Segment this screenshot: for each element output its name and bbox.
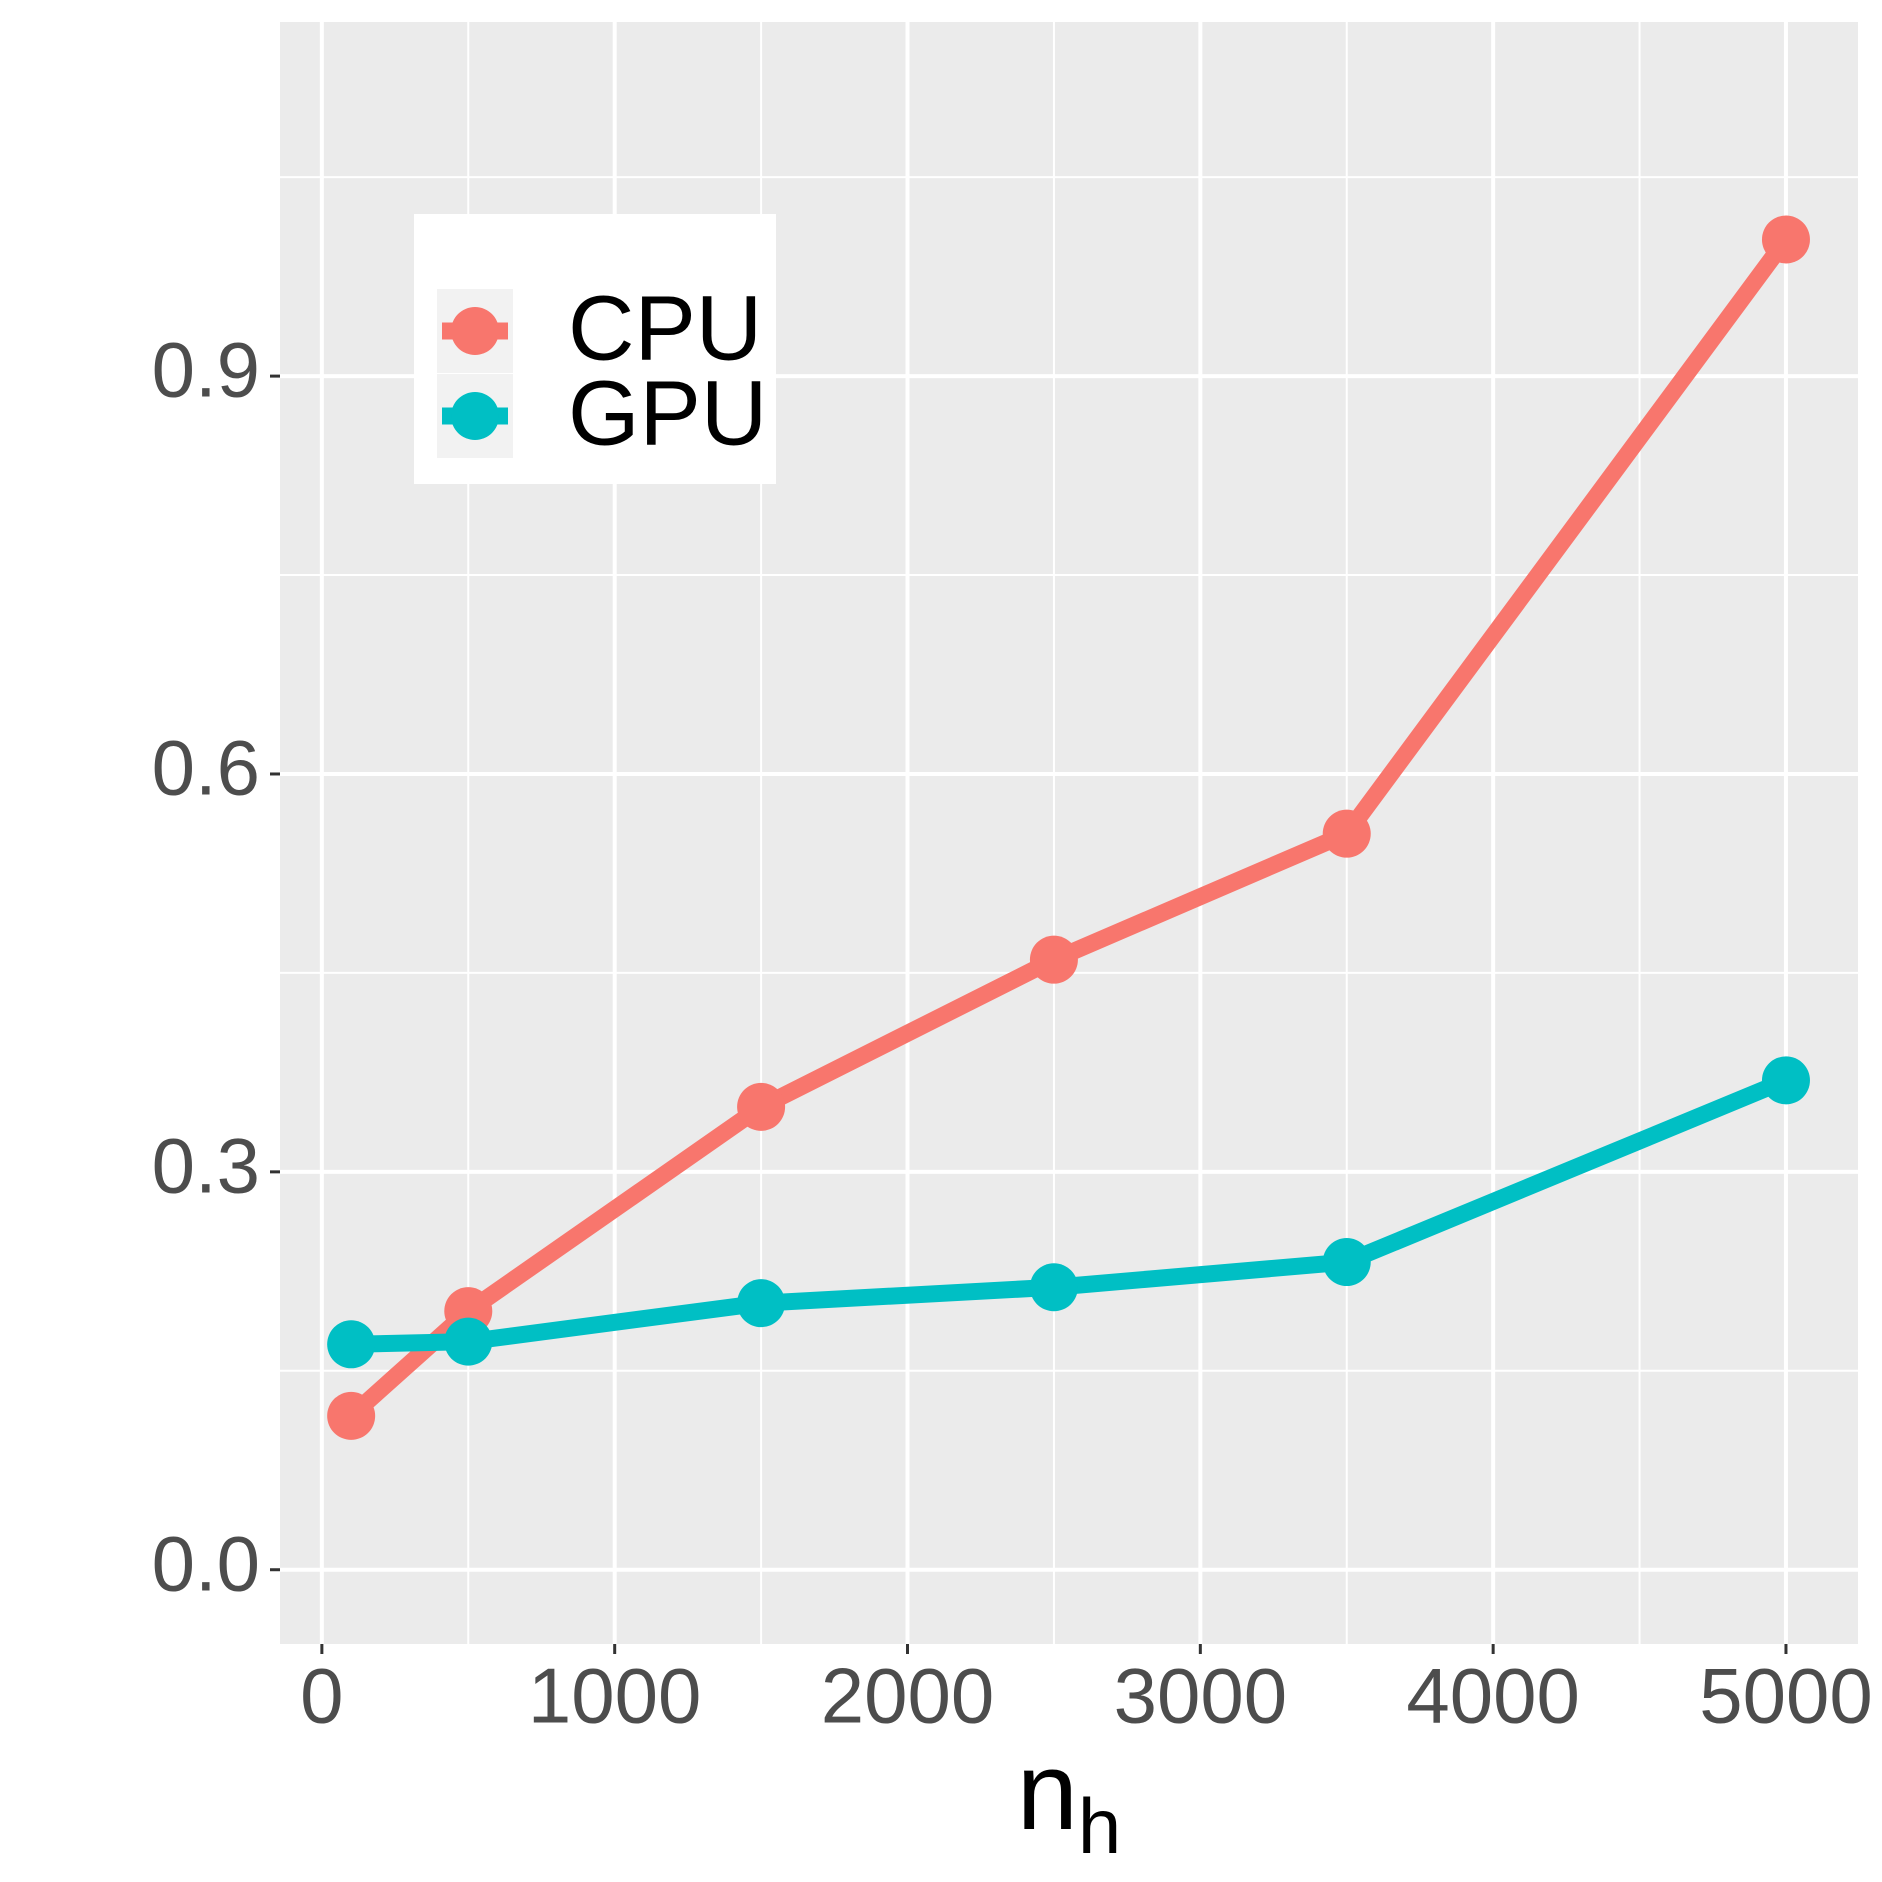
x-tick-label: 4000 <box>1406 1652 1580 1740</box>
data-point <box>1761 215 1810 264</box>
legend-key-point <box>451 307 499 355</box>
x-label-main: n <box>1017 1730 1078 1853</box>
y-tick-label: 0.3 <box>152 1121 260 1209</box>
legend-label: GPU <box>568 362 767 464</box>
x-tick-label: 3000 <box>1114 1652 1288 1740</box>
y-tick-label: 0.9 <box>152 326 260 414</box>
x-label-sub: h <box>1078 1782 1121 1870</box>
x-axis-label: nh <box>1017 1730 1122 1870</box>
x-tick-label: 5000 <box>1699 1652 1873 1740</box>
data-point <box>327 1320 376 1369</box>
legend-label: CPU <box>568 277 762 379</box>
data-point <box>1761 1056 1810 1105</box>
y-tick-label: 0.0 <box>152 1519 260 1607</box>
legend-key-point <box>451 392 499 440</box>
data-point <box>1029 935 1078 984</box>
data-point <box>737 1279 786 1328</box>
x-tick-label: 1000 <box>528 1652 702 1740</box>
x-tick-label: 2000 <box>821 1652 995 1740</box>
data-point <box>737 1082 786 1131</box>
y-tick-label: 0.6 <box>152 724 260 812</box>
x-tick-label: 0 <box>300 1652 343 1740</box>
data-point <box>444 1317 493 1366</box>
data-point <box>1322 809 1371 858</box>
data-point <box>1029 1263 1078 1312</box>
data-point <box>327 1391 376 1440</box>
data-point <box>1322 1238 1371 1287</box>
